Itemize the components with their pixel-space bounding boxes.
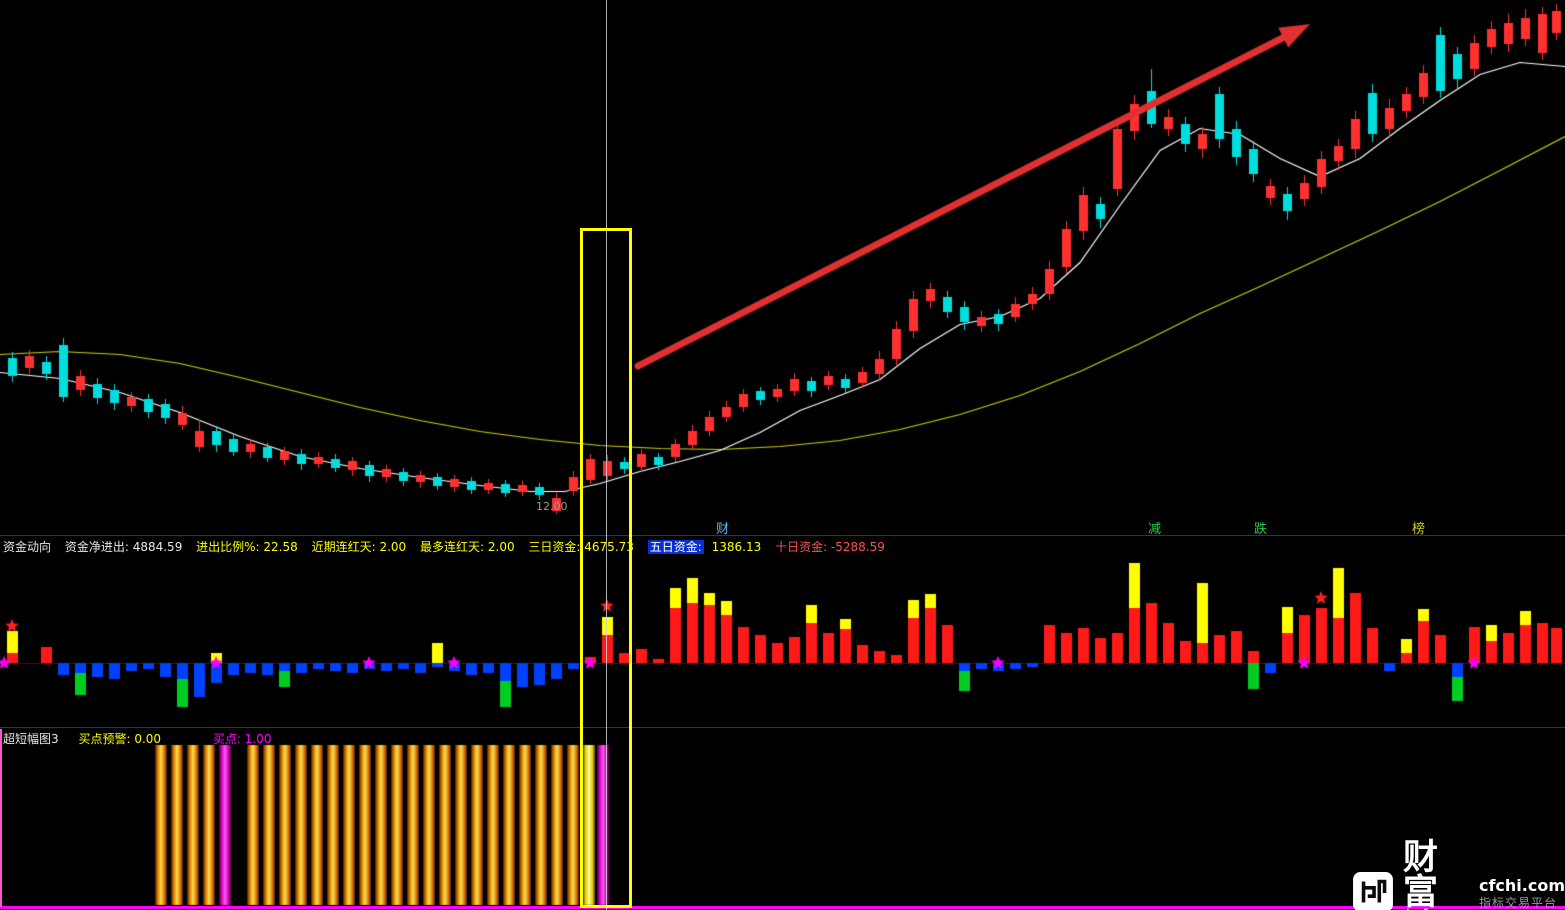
candlestick-chart[interactable]	[0, 0, 1565, 535]
flow-ratio-value: 进出比例%: 22.58	[196, 540, 298, 554]
logo-tagline: 指标交易平台	[1478, 896, 1557, 910]
buy-signal-chart[interactable]	[0, 729, 1565, 906]
signal-panel-title: 超短幅图3	[3, 732, 59, 746]
crosshair-vertical-line[interactable]	[606, 0, 607, 910]
logo-site: cfchi.com	[1478, 876, 1565, 895]
cfchi-watermark: 财富池 cfchi.com 指标交易平台	[1352, 841, 1565, 910]
cfchi-logo-icon	[1352, 871, 1394, 910]
net-flow-value: 资金净进出: 4884.59	[64, 540, 183, 554]
max-red-days-value: 最多连红天: 2.00	[420, 540, 515, 554]
bottom-border-line	[0, 906, 1565, 909]
five-day-fund-value: 1386.13	[711, 540, 762, 554]
logo-name: 财富池	[1403, 838, 1440, 910]
marker-tag-cai: 财	[716, 522, 730, 537]
panel-divider-1	[0, 535, 1565, 536]
buy-signal-header: 超短幅图3 买点预警: 0.00 买点: 1.00	[3, 730, 281, 747]
marker-tag-die: 跌	[1254, 522, 1268, 537]
buy-alert-value: 买点预警: 0.00	[78, 732, 162, 746]
price-low-label: 12.00	[536, 500, 568, 513]
buy-point-value: 买点: 1.00	[212, 732, 272, 746]
marker-tag-jian: 减	[1148, 522, 1162, 537]
highlight-rectangle	[580, 228, 632, 908]
left-border-line	[0, 729, 2, 907]
fund-flow-chart[interactable]	[0, 536, 1565, 727]
panel-divider-2	[0, 727, 1565, 728]
recent-red-days-value: 近期连红天: 2.00	[311, 540, 407, 554]
marker-tag-bang: 榜	[1412, 522, 1426, 537]
fund-panel-title: 资金动向	[3, 540, 52, 554]
fund-flow-header: 资金动向 资金净进出: 4884.59 进出比例%: 22.58 近期连红天: …	[3, 538, 895, 555]
ten-day-fund-value: 十日资金: -5288.59	[775, 540, 885, 554]
five-day-fund-label: 五日资金:	[647, 540, 704, 554]
